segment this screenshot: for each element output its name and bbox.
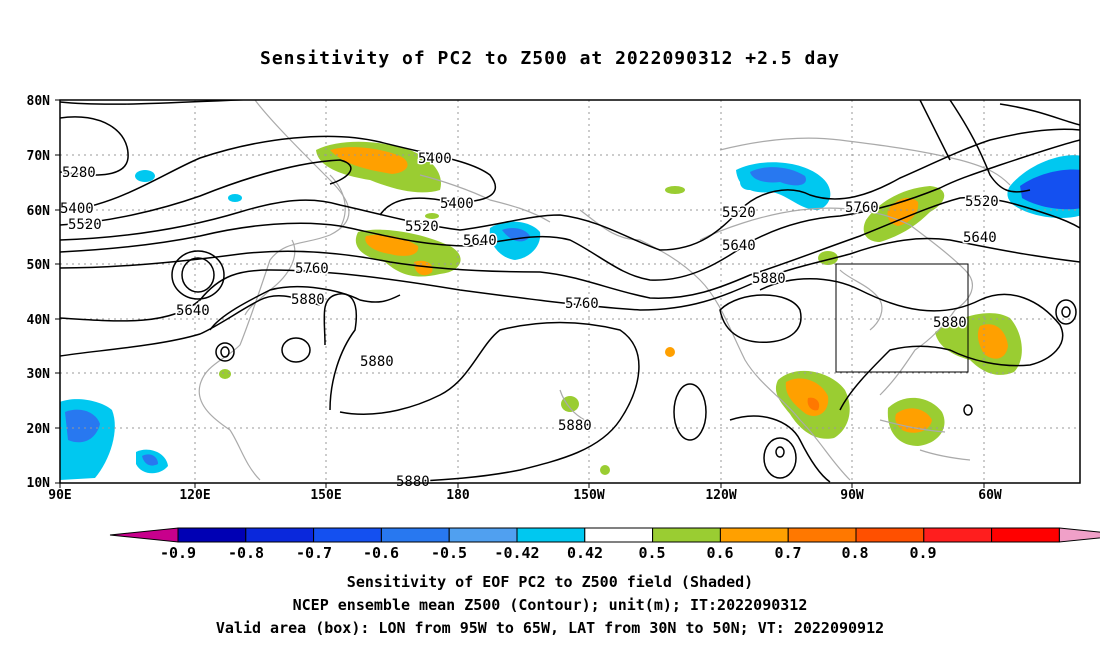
map-title: Sensitivity of PC2 to Z500 at 2022090312…	[259, 48, 840, 69]
lat-label: 40N	[27, 313, 51, 328]
colorbar-label: -0.5	[431, 544, 467, 562]
colorbar-swatch	[584, 527, 654, 543]
lat-label: 70N	[27, 149, 51, 164]
contour-label: 5400	[440, 196, 474, 212]
z500-contours	[60, 100, 1080, 483]
contour-label: 5640	[176, 303, 210, 319]
colorbar-label: 0.8	[841, 544, 868, 562]
contour-label: 5760	[295, 261, 329, 277]
colorbar-labels: -0.9 -0.8 -0.7 -0.6 -0.5 -0.42 0.42 0.5 …	[160, 544, 937, 562]
lat-label: 80N	[27, 94, 51, 109]
contour-labels: 5280 5400 5520 5400 5400 5520 5640 5760 …	[59, 150, 1001, 492]
contour-label: 5280	[62, 165, 96, 181]
lon-label: 150E	[310, 488, 341, 503]
colorbar-label: -0.42	[494, 544, 539, 562]
lon-label: 90E	[48, 488, 71, 503]
graticule	[60, 100, 1080, 483]
longitude-labels: 90E 120E 150E 180 150W 120W 90W 60W	[48, 488, 1002, 503]
caption-shading: Sensitivity of EOF PC2 to Z500 field (Sh…	[346, 573, 754, 591]
sensitivity-shading	[60, 141, 1080, 480]
caption-contour: NCEP ensemble mean Z500 (Contour); unit(…	[292, 596, 808, 614]
contour-label: 5880	[933, 315, 967, 331]
contour-label: 5520	[405, 219, 439, 235]
contour-label: 5880	[291, 292, 325, 308]
contour-label: 5880	[558, 418, 592, 434]
contour-label: 5880	[396, 474, 430, 490]
colorbar-label: -0.7	[296, 544, 332, 562]
colorbar-swatch	[991, 527, 1060, 543]
colorbar-swatch	[923, 527, 993, 543]
colorbar-label: -0.6	[363, 544, 399, 562]
contour-label: 5760	[565, 296, 599, 312]
colorbar-swatch	[313, 527, 382, 543]
colorbar-label: -0.9	[160, 544, 196, 562]
colorbar-swatch	[652, 527, 721, 543]
contour-label: 5640	[463, 233, 497, 249]
colorbar-swatch	[380, 527, 450, 543]
colorbar-label: 0.42	[567, 544, 603, 562]
lon-label: 120W	[705, 488, 736, 503]
colorbar-swatch	[719, 527, 789, 543]
lat-label: 50N	[27, 258, 51, 273]
colorbar-label: 0.7	[774, 544, 801, 562]
map-frame	[59, 99, 1081, 484]
colorbar-swatch	[516, 527, 586, 543]
contour-label: 5400	[60, 201, 94, 217]
contour-label: 5400	[418, 151, 452, 167]
lat-label: 30N	[27, 367, 51, 382]
lat-label: 10N	[27, 476, 51, 491]
contour-label: 5640	[963, 230, 997, 246]
contour-label: 5880	[360, 354, 394, 370]
colorbar-label: 0.5	[638, 544, 665, 562]
contour-label: 5880	[752, 271, 786, 287]
lat-label: 20N	[27, 422, 51, 437]
valid-area-box	[835, 263, 969, 373]
contour-label: 5520	[965, 194, 999, 210]
colorbar-swatch	[787, 527, 857, 543]
colorbar-label: 0.9	[909, 544, 936, 562]
caption-valid-area: Valid area (box): LON from 95W to 65W, L…	[215, 619, 885, 637]
colorbar	[109, 527, 1100, 543]
latitude-labels: 80N 70N 60N 50N 40N 30N 20N 10N	[27, 94, 51, 491]
contour-label: 5520	[722, 205, 756, 221]
map-area	[60, 100, 1080, 483]
lon-label: 120E	[179, 488, 210, 503]
lon-label: 180	[446, 488, 470, 503]
colorbar-swatch	[177, 527, 247, 543]
colorbar-swatch	[448, 527, 518, 543]
colorbar-label: 0.6	[706, 544, 733, 562]
lon-label: 150W	[573, 488, 604, 503]
contour-label: 5520	[68, 217, 102, 233]
axis-ticks	[55, 99, 985, 488]
colorbar-arrow-low	[109, 527, 179, 543]
colorbar-swatch	[855, 527, 925, 543]
lat-label: 60N	[27, 204, 51, 219]
colorbar-label: -0.8	[228, 544, 264, 562]
colorbar-swatch	[245, 527, 315, 543]
lon-label: 90W	[840, 488, 864, 503]
contour-label: 5640	[722, 238, 756, 254]
contour-label: 5760	[845, 200, 879, 216]
colorbar-arrow-high	[1058, 527, 1100, 543]
lon-label: 60W	[978, 488, 1002, 503]
